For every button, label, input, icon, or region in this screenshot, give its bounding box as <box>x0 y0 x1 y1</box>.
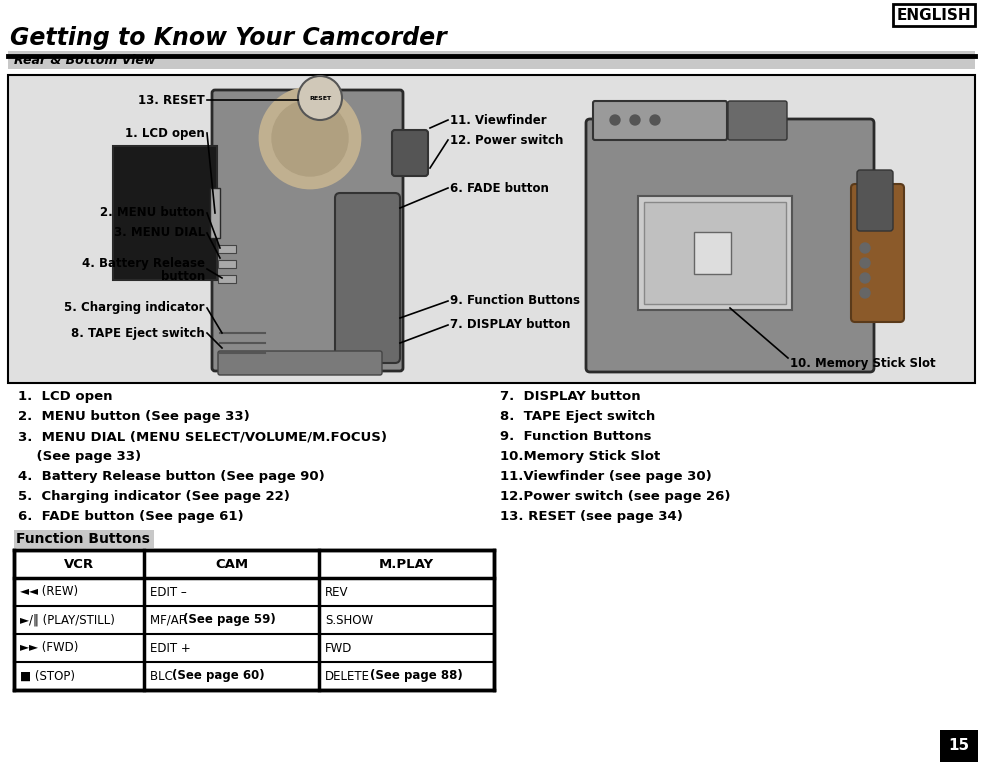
Text: RESET: RESET <box>309 95 331 101</box>
Text: Function Buttons: Function Buttons <box>16 532 149 546</box>
Text: MF/AF: MF/AF <box>150 614 189 627</box>
FancyBboxPatch shape <box>8 75 975 383</box>
Text: VCR: VCR <box>64 558 94 571</box>
FancyBboxPatch shape <box>218 245 236 253</box>
Text: ◄◄ (REW): ◄◄ (REW) <box>20 585 78 598</box>
Text: 3. MENU DIAL: 3. MENU DIAL <box>114 227 205 240</box>
Text: 1.  LCD open: 1. LCD open <box>18 390 112 403</box>
Circle shape <box>860 288 870 298</box>
Text: 2. MENU button: 2. MENU button <box>100 207 205 220</box>
Circle shape <box>860 273 870 283</box>
Circle shape <box>272 100 348 176</box>
FancyBboxPatch shape <box>940 730 978 762</box>
Text: 8.  TAPE Eject switch: 8. TAPE Eject switch <box>500 410 656 423</box>
Text: S.SHOW: S.SHOW <box>325 614 374 627</box>
Text: EDIT +: EDIT + <box>150 641 191 654</box>
Text: REV: REV <box>325 585 349 598</box>
FancyBboxPatch shape <box>335 193 400 363</box>
FancyBboxPatch shape <box>851 184 904 322</box>
Text: 8. TAPE Eject switch: 8. TAPE Eject switch <box>71 326 205 339</box>
FancyBboxPatch shape <box>14 530 154 548</box>
Text: (See page 60): (See page 60) <box>172 670 264 683</box>
Text: ►► (FWD): ►► (FWD) <box>20 641 79 654</box>
Text: ENGLISH: ENGLISH <box>896 8 971 22</box>
Text: 13. RESET (see page 34): 13. RESET (see page 34) <box>500 510 683 523</box>
FancyBboxPatch shape <box>593 101 727 140</box>
Circle shape <box>298 76 342 120</box>
Circle shape <box>650 115 660 125</box>
Text: DELETE: DELETE <box>325 670 370 683</box>
Text: 2.  MENU button (See page 33): 2. MENU button (See page 33) <box>18 410 250 423</box>
Circle shape <box>860 258 870 268</box>
Text: 12.Power switch (see page 26): 12.Power switch (see page 26) <box>500 490 730 503</box>
Text: ■ (STOP): ■ (STOP) <box>20 670 75 683</box>
Text: EDIT –: EDIT – <box>150 585 187 598</box>
Text: 1. LCD open: 1. LCD open <box>125 127 205 140</box>
FancyBboxPatch shape <box>694 232 731 274</box>
Circle shape <box>630 115 640 125</box>
FancyBboxPatch shape <box>893 4 975 26</box>
FancyBboxPatch shape <box>586 119 874 372</box>
FancyBboxPatch shape <box>728 101 787 140</box>
Text: 4.  Battery Release button (See page 90): 4. Battery Release button (See page 90) <box>18 470 324 483</box>
Text: 11.Viewfinder (see page 30): 11.Viewfinder (see page 30) <box>500 470 712 483</box>
Circle shape <box>860 243 870 253</box>
Text: 6.  FADE button (See page 61): 6. FADE button (See page 61) <box>18 510 244 523</box>
Text: (See page 33): (See page 33) <box>18 450 142 463</box>
Text: Getting to Know Your Camcorder: Getting to Know Your Camcorder <box>10 26 446 50</box>
Text: (See page 88): (See page 88) <box>370 670 463 683</box>
Text: button: button <box>161 270 205 283</box>
Text: ►/‖ (PLAY/STILL): ►/‖ (PLAY/STILL) <box>20 614 115 627</box>
FancyBboxPatch shape <box>218 275 236 283</box>
Text: BLC: BLC <box>150 670 177 683</box>
Text: 6. FADE button: 6. FADE button <box>450 181 549 194</box>
Text: 4. Battery Release: 4. Battery Release <box>82 257 205 270</box>
Text: (See page 59): (See page 59) <box>183 614 276 627</box>
Text: 10. Memory Stick Slot: 10. Memory Stick Slot <box>790 356 936 369</box>
Circle shape <box>610 115 620 125</box>
Text: 7.  DISPLAY button: 7. DISPLAY button <box>500 390 641 403</box>
Text: 9. Function Buttons: 9. Function Buttons <box>450 294 580 307</box>
FancyBboxPatch shape <box>113 146 217 280</box>
Circle shape <box>260 88 360 188</box>
FancyBboxPatch shape <box>8 51 975 69</box>
Text: M.PLAY: M.PLAY <box>378 558 434 571</box>
FancyBboxPatch shape <box>638 196 792 310</box>
Text: CAM: CAM <box>215 558 248 571</box>
Text: 3.  MENU DIAL (MENU SELECT/VOLUME/M.FOCUS): 3. MENU DIAL (MENU SELECT/VOLUME/M.FOCUS… <box>18 430 387 443</box>
FancyBboxPatch shape <box>857 170 893 231</box>
FancyBboxPatch shape <box>392 130 428 176</box>
Text: 10.Memory Stick Slot: 10.Memory Stick Slot <box>500 450 661 463</box>
Text: 5.  Charging indicator (See page 22): 5. Charging indicator (See page 22) <box>18 490 290 503</box>
Text: 15: 15 <box>949 739 969 753</box>
FancyBboxPatch shape <box>210 188 220 238</box>
Text: 9.  Function Buttons: 9. Function Buttons <box>500 430 652 443</box>
Text: 13. RESET: 13. RESET <box>139 94 205 107</box>
Text: Rear & Bottom View: Rear & Bottom View <box>14 54 155 67</box>
FancyBboxPatch shape <box>644 202 786 304</box>
FancyBboxPatch shape <box>218 351 382 375</box>
Text: 5. Charging indicator: 5. Charging indicator <box>65 302 205 315</box>
FancyBboxPatch shape <box>212 90 403 371</box>
FancyBboxPatch shape <box>14 550 494 690</box>
Text: 7. DISPLAY button: 7. DISPLAY button <box>450 319 570 332</box>
Text: 12. Power switch: 12. Power switch <box>450 134 563 147</box>
Text: 11. Viewfinder: 11. Viewfinder <box>450 114 547 127</box>
Text: FWD: FWD <box>325 641 352 654</box>
FancyBboxPatch shape <box>218 260 236 268</box>
